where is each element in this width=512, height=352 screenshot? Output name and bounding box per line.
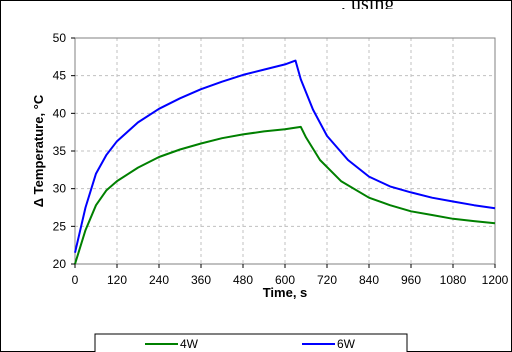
- x-tick-label: 120: [107, 273, 127, 287]
- legend: 4W 6W: [94, 333, 408, 352]
- x-axis-title: Time, s: [263, 285, 308, 300]
- y-tick-label: 50: [53, 31, 67, 45]
- series-line-6w: [74, 59, 496, 253]
- y-axis-title: Δ Temperature, °C: [31, 94, 46, 207]
- y-tick-label: 35: [53, 144, 67, 158]
- y-tick-label: 30: [53, 182, 67, 196]
- x-tick-label: 1080: [440, 273, 467, 287]
- x-tick-label: 480: [233, 273, 253, 287]
- y-tick-label: 45: [53, 69, 67, 83]
- x-tick-label: 1200: [482, 273, 509, 287]
- tick-labels: 0 120 240 360 480 600 720 840 960 1080 1200 20 25 30 3…: [53, 31, 509, 287]
- series-line-4w: [74, 125, 496, 265]
- x-tick-label: 840: [359, 273, 379, 287]
- x-tick-label: 360: [191, 273, 211, 287]
- x-tick-label: 240: [149, 273, 169, 287]
- x-tick-label: 720: [317, 273, 337, 287]
- legend-label-4w: 4W: [180, 337, 199, 351]
- x-tick-label: 0: [72, 273, 79, 287]
- grid: [75, 38, 495, 264]
- x-tick-label: 600: [275, 273, 295, 287]
- y-tick-label: 20: [53, 257, 67, 271]
- caption-text-fragment: , using: [341, 0, 512, 9]
- x-tick-label: 960: [401, 273, 421, 287]
- legend-label-6w: 6W: [337, 337, 356, 351]
- legend-box: [94, 333, 408, 352]
- y-tick-label: 40: [53, 106, 67, 120]
- series-lines: [74, 59, 496, 265]
- y-tick-label: 25: [53, 219, 67, 233]
